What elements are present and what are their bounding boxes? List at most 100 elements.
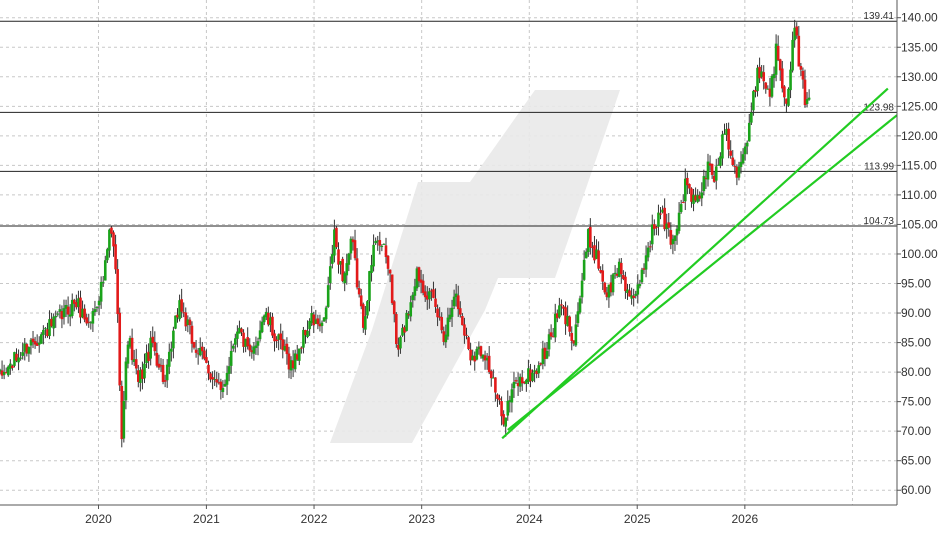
candle-down (397, 344, 400, 350)
candle-up (306, 330, 309, 337)
candle-down (502, 414, 505, 425)
candle-down (246, 337, 249, 347)
candle-down (473, 355, 477, 362)
candle-down (434, 298, 437, 308)
candle-up (787, 88, 790, 106)
candle-up (683, 178, 687, 202)
candle-down (205, 357, 208, 363)
candle-up (399, 337, 402, 349)
candle-up (333, 229, 336, 256)
candle-up (409, 302, 413, 317)
candle-up (256, 341, 260, 346)
candle-down (570, 332, 574, 342)
candle-up (167, 351, 171, 367)
candle-down (83, 308, 86, 320)
x-tick-label: 2020 (85, 512, 112, 526)
candle-down (355, 258, 359, 288)
candle-up (236, 331, 239, 339)
candle-down (79, 297, 82, 318)
candle-down (762, 72, 766, 82)
candle-down (516, 382, 520, 387)
candle-up (584, 251, 588, 259)
candle-up (128, 338, 132, 347)
candle-down (704, 178, 708, 180)
candle-down (176, 314, 179, 318)
candle-up (29, 339, 33, 346)
candle-down (182, 312, 186, 314)
y-tick-label: 130.00 (901, 70, 938, 84)
candle-down (438, 316, 441, 318)
candle-down (353, 240, 357, 259)
candle-up (68, 314, 72, 317)
candle-up (225, 372, 229, 385)
candle-down (776, 45, 780, 61)
candle-down (551, 336, 555, 338)
candle-down (304, 330, 307, 336)
candle-up (452, 296, 456, 307)
candle-up (93, 309, 97, 313)
candle-up (91, 311, 95, 324)
candle-down (157, 363, 161, 368)
candle-up (630, 295, 633, 299)
candle-up (198, 347, 202, 356)
candle-up (376, 240, 380, 242)
candle-down (783, 86, 786, 98)
candle-up (62, 308, 66, 318)
candle-up (613, 272, 617, 275)
candle-down (118, 312, 122, 386)
candle-down (624, 276, 627, 292)
candle-down (591, 246, 594, 248)
y-tick-label: 140.00 (901, 11, 938, 25)
candle-down (663, 207, 666, 230)
candle-up (23, 343, 27, 352)
candle-up (366, 301, 369, 316)
candle-down (285, 343, 289, 355)
candle-down (60, 311, 64, 320)
candle-up (760, 71, 763, 77)
candle-down (180, 299, 183, 312)
candle-down (494, 377, 497, 393)
candle-down (134, 359, 138, 369)
candle-up (714, 166, 718, 181)
candle-down (803, 79, 807, 106)
candle-up (448, 314, 452, 320)
candle-up (108, 229, 111, 251)
candle-down (520, 377, 524, 384)
candle-down (287, 353, 291, 370)
candle-down (203, 350, 206, 359)
candle-down (209, 373, 212, 380)
candle-down (436, 308, 439, 318)
candle-down (615, 273, 619, 276)
candle-down (395, 314, 398, 345)
candle-up (13, 352, 16, 366)
candle-down (11, 365, 14, 369)
candle-down (549, 332, 553, 337)
candle-up (231, 345, 235, 349)
candle-up (6, 366, 10, 376)
candle-up (646, 247, 650, 258)
candle-up (675, 228, 679, 236)
candle-up (533, 370, 536, 373)
x-tick-label: 2024 (516, 512, 543, 526)
candle-down (359, 295, 363, 307)
candle-up (39, 334, 43, 344)
gridlines (0, 0, 897, 505)
y-tick-label: 75.00 (901, 395, 931, 409)
candle-down (458, 308, 462, 315)
candle-up (2, 372, 6, 375)
candle-down (539, 363, 543, 365)
candle-up (124, 361, 128, 401)
candle-down (192, 342, 196, 348)
candle-up (679, 204, 683, 213)
level-label: 113.99 (864, 161, 894, 172)
candle-down (768, 88, 772, 97)
trendline (507, 114, 898, 431)
candle-up (48, 319, 51, 336)
candle-down (694, 195, 697, 201)
candle-up (170, 348, 173, 352)
candle-down (31, 338, 35, 343)
candle-up (454, 293, 458, 298)
candle-up (101, 281, 105, 283)
candle-up (553, 313, 557, 338)
candle-up (186, 319, 190, 325)
